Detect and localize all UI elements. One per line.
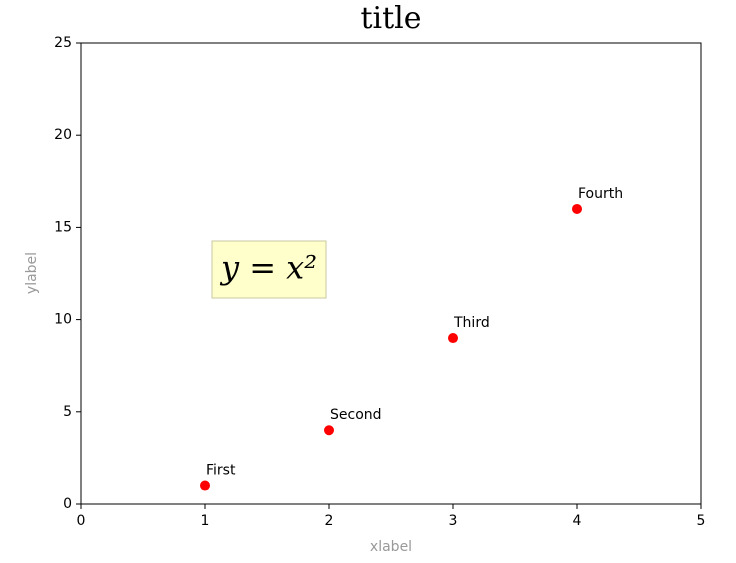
chart-title: title — [360, 1, 421, 36]
point-label: Fourth — [578, 186, 623, 202]
point-label: First — [206, 463, 236, 479]
y-tick-label: 20 — [54, 127, 72, 143]
x-axis-label: xlabel — [370, 539, 412, 555]
point-label: Second — [330, 407, 382, 423]
y-tick-label: 10 — [54, 312, 72, 328]
plot-frame — [80, 42, 702, 505]
y-tick-label: 5 — [63, 404, 72, 420]
x-tick-label: 3 — [449, 513, 458, 529]
y-tick-label: 25 — [54, 35, 72, 51]
x-tick-label: 2 — [325, 513, 334, 529]
x-tick-label: 1 — [201, 513, 210, 529]
annotation-box — [211, 240, 327, 299]
x-tick-label: 5 — [697, 513, 706, 529]
point-label: Third — [453, 315, 490, 331]
point — [448, 333, 458, 344]
point — [200, 480, 210, 491]
point — [572, 203, 582, 214]
point — [324, 425, 334, 436]
y-tick-label: 15 — [54, 219, 72, 235]
x-tick-label: 0 — [77, 513, 86, 529]
annotation: y = x² — [219, 249, 317, 287]
y-tick-label: 0 — [63, 496, 72, 512]
y-axis-label: ylabel — [24, 252, 40, 294]
x-tick-label: 4 — [573, 513, 582, 529]
